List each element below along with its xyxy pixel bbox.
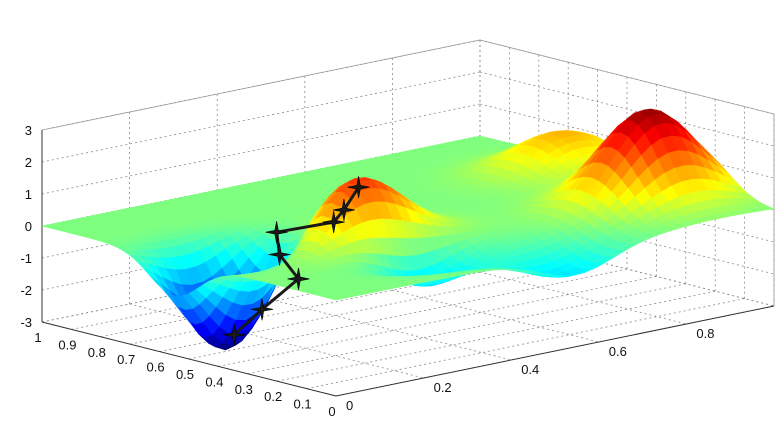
y-axis-line — [335, 305, 775, 397]
x-tick-label: 0.6 — [147, 360, 165, 375]
z-tick-label: 3 — [25, 123, 32, 138]
grid-line — [41, 71, 481, 163]
x-tick-label: 1 — [34, 330, 41, 345]
x-tick-label: 0.4 — [205, 374, 223, 389]
path-point-marker — [250, 298, 274, 321]
x-tick-label: 0.8 — [88, 345, 106, 360]
x-tick-label: 0.9 — [58, 337, 76, 352]
y-tick-label: 0.6 — [609, 344, 627, 359]
path-point-marker — [322, 211, 345, 234]
y-tick-label: 0.2 — [434, 380, 452, 395]
tick-labels: 0 0.1 0.2 0.3 0.4 0.5 0.6 0.7 0.8 0.9 1 0 0.2 0.4 0.6 0… — [20, 123, 714, 419]
z-tick-label: -2 — [20, 283, 32, 298]
z-tick-label: -1 — [20, 251, 32, 266]
x-axis-line — [41, 321, 337, 397]
x-tick-label: 0.2 — [264, 389, 282, 404]
grid-line — [129, 303, 424, 379]
x-tick-label: 0.5 — [176, 367, 194, 382]
path-point-marker — [265, 221, 288, 244]
descent-path — [223, 176, 370, 346]
z-tick-label: 0 — [25, 219, 32, 234]
surface-cell — [41, 223, 59, 229]
box-edge — [479, 39, 775, 115]
z-tick-label: 1 — [25, 187, 32, 202]
grid-line — [277, 290, 716, 382]
y-tick-label: 0 — [346, 398, 353, 413]
x-tick-label: 0.1 — [294, 397, 312, 412]
grid-line — [247, 283, 686, 375]
x-tick-label: 0.3 — [235, 382, 253, 397]
path-point-marker — [223, 323, 246, 346]
surface — [41, 108, 776, 351]
x-tick-label: 0 — [328, 404, 335, 419]
z-tick-label: 2 — [25, 155, 32, 170]
y-tick-label: 0.8 — [696, 326, 714, 341]
grid-line — [479, 71, 775, 147]
path-point-marker — [287, 267, 310, 290]
path-point-marker — [347, 176, 370, 199]
path-point-marker — [332, 198, 355, 221]
x-tick-label: 0.7 — [117, 352, 135, 367]
z-tick-label: -3 — [20, 315, 32, 330]
y-tick-label: 0.4 — [521, 362, 539, 377]
path-point-marker — [268, 243, 291, 266]
box-edge — [41, 39, 481, 131]
